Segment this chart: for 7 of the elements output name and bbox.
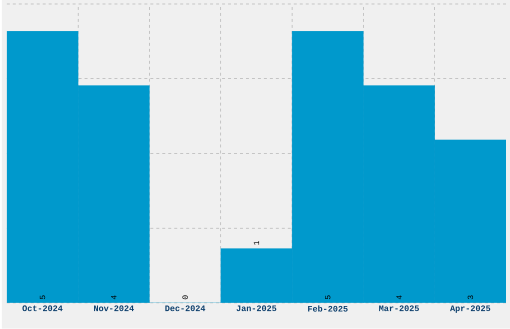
- x-tick-label: Nov-2024: [94, 306, 134, 312]
- x-tick-label: Oct-2024: [22, 306, 63, 312]
- x-tick-label: Jan-2025: [236, 306, 276, 312]
- x-tick-label: Dec-2024: [165, 306, 206, 312]
- x-tick-label: Mar-2025: [379, 306, 419, 312]
- x-tick-label: Apr-2025: [450, 306, 490, 313]
- x-tick-label: Feb-2025: [308, 306, 348, 312]
